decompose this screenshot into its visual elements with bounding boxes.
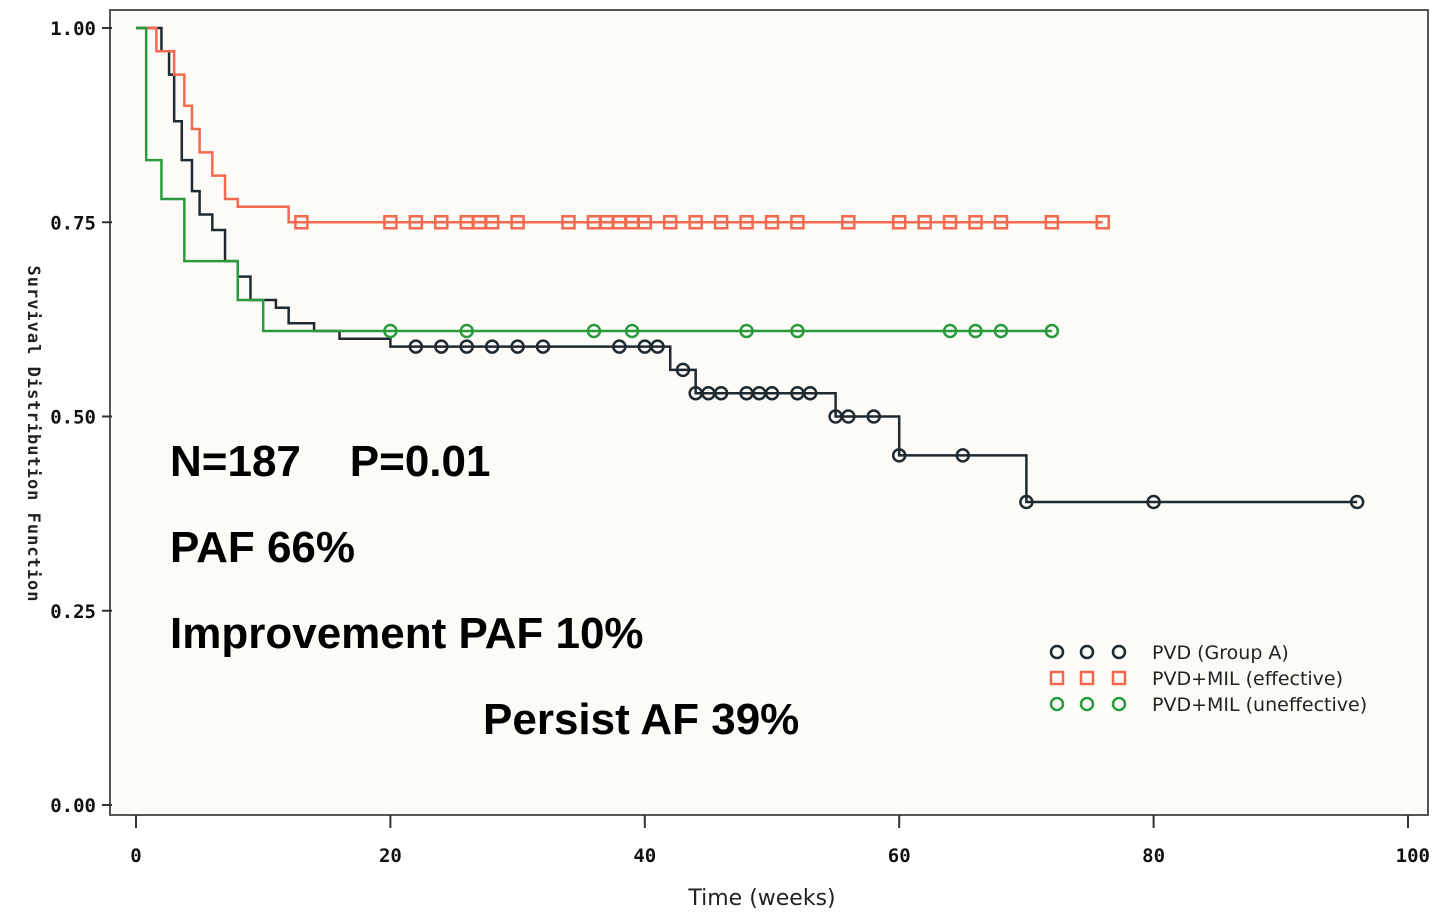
censor-marker — [764, 215, 780, 230]
series-2 — [136, 26, 1060, 339]
censor-marker — [294, 215, 309, 230]
censor-marker — [586, 323, 602, 339]
y-tick-label: 0.75 — [50, 212, 96, 234]
x-axis-title: Time (weeks) — [687, 886, 835, 911]
x-tick-label: 80 — [1142, 845, 1165, 867]
series-line — [136, 26, 1103, 224]
censor-marker — [841, 215, 856, 230]
x-tick-label: 100 — [1396, 845, 1430, 867]
legend-item: PVD+MIL (uneffective) — [1049, 694, 1367, 716]
x-tick-label: 60 — [888, 845, 911, 867]
series-1 — [136, 26, 1110, 230]
censor-marker — [713, 215, 729, 230]
legend-label: PVD (Group A) — [1152, 642, 1289, 664]
censor-marker — [866, 409, 882, 424]
censor-marker — [688, 215, 703, 230]
censor-marker — [891, 448, 907, 463]
legend-marker — [1111, 670, 1127, 686]
censor-marker — [917, 215, 932, 230]
censor-marker — [484, 215, 500, 230]
legend-label: PVD+MIL (effective) — [1152, 668, 1343, 690]
legend-marker — [1049, 670, 1065, 686]
y-axis-title: Survival Distribution Function — [23, 265, 43, 602]
censor-marker — [739, 215, 754, 230]
censor-marker — [955, 448, 971, 463]
censor-marker — [942, 323, 958, 339]
censor-marker — [662, 215, 678, 230]
censor-marker — [764, 385, 780, 401]
censor-marker — [612, 339, 627, 354]
legend-marker — [1079, 644, 1095, 660]
censor-marker — [1146, 494, 1161, 510]
censor-marker — [891, 215, 907, 230]
censor-marker — [383, 323, 398, 339]
y-tick-label: 0.00 — [50, 795, 96, 817]
annotation-n-p: N=187 P=0.01 — [170, 437, 490, 486]
y-tick-label: 0.50 — [50, 407, 96, 429]
censor-marker — [637, 215, 653, 230]
censor-marker — [434, 339, 449, 354]
censor-marker — [993, 323, 1009, 339]
censor-marker — [535, 339, 551, 354]
annotation-persist: Persist AF 39% — [483, 695, 799, 744]
legend: PVD (Group A) PVD+MIL (effective) PVD+MIL … — [1049, 642, 1367, 716]
censor-marker — [1044, 215, 1060, 230]
y-tick-label: 0.25 — [50, 601, 96, 623]
censor-marker — [459, 339, 474, 354]
legend-item: PVD+MIL (effective) — [1049, 668, 1343, 690]
censor-marker — [459, 323, 474, 339]
censor-marker — [790, 215, 805, 230]
legend-marker — [1079, 670, 1095, 686]
censor-marker — [561, 215, 576, 230]
legend-label: PVD+MIL (uneffective) — [1152, 694, 1367, 716]
censor-marker — [942, 215, 958, 230]
y-tick-label: 1.00 — [50, 18, 96, 40]
y-axis: 0.00 0.25 0.50 0.75 1.00 — [50, 18, 112, 817]
censor-marker — [1019, 494, 1034, 510]
x-tick-label: 0 — [130, 845, 141, 867]
censor-marker — [510, 215, 525, 230]
censor-marker — [434, 215, 449, 230]
censor-marker — [1349, 494, 1365, 510]
annotation-paf: PAF 66% — [170, 523, 355, 572]
censor-marker — [510, 339, 525, 354]
censor-marker — [993, 215, 1009, 230]
censor-marker — [739, 323, 754, 339]
legend-marker — [1079, 696, 1095, 712]
x-axis: 0 20 40 60 80 100 — [130, 815, 1430, 867]
x-tick-label: 40 — [633, 845, 656, 867]
censor-marker — [624, 323, 640, 339]
censor-marker — [968, 323, 983, 339]
legend-marker — [1111, 644, 1127, 660]
censor-marker — [1095, 215, 1110, 230]
censor-marker — [713, 385, 729, 401]
legend-item: PVD (Group A) — [1049, 642, 1289, 664]
annotations: N=187 P=0.01 PAF 66% Improvement PAF 10%… — [170, 437, 799, 744]
censor-marker — [802, 385, 818, 401]
x-tick-label: 20 — [379, 845, 402, 867]
censor-marker — [1044, 323, 1060, 339]
legend-marker — [1049, 644, 1065, 660]
censor-marker — [484, 339, 500, 354]
censor-marker — [408, 339, 424, 354]
censor-marker — [841, 409, 856, 424]
censor-marker — [968, 215, 983, 230]
censor-marker — [408, 215, 424, 230]
censor-marker — [790, 323, 805, 339]
legend-marker — [1111, 696, 1127, 712]
series-layer — [136, 26, 1365, 510]
plot-frame — [109, 9, 1429, 816]
annotation-improvement: Improvement PAF 10% — [170, 609, 644, 658]
censor-marker — [675, 362, 691, 378]
legend-marker — [1049, 696, 1065, 712]
censor-marker — [383, 215, 398, 230]
censor-marker — [650, 339, 665, 354]
series-line — [136, 26, 1052, 333]
